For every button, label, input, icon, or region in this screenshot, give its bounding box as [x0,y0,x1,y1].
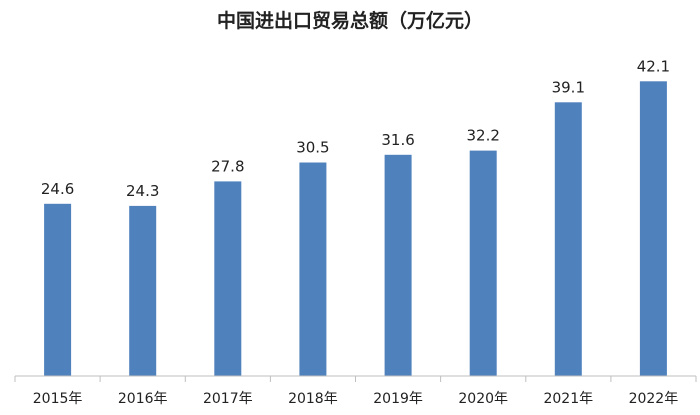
x-tick-label-5: 2019年 [373,391,423,407]
data-label-2: 24.3 [126,182,159,200]
chart-title: 中国进出口贸易总额（万亿元） [216,10,483,32]
bar-5 [384,154,412,376]
data-label-7: 39.1 [552,78,585,96]
bar-3 [214,181,242,376]
bar-6 [469,150,497,376]
data-label-1: 24.6 [41,180,74,198]
x-tick-label-8: 2022年 [629,391,679,407]
data-label-3: 27.8 [211,157,244,175]
x-tick-label-2: 2016年 [118,391,168,407]
x-tick-label-1: 2015年 [33,391,83,407]
x-tick-label-3: 2017年 [203,391,253,407]
bar-4 [299,162,327,376]
data-label-6: 32.2 [466,127,499,145]
x-tick-label-6: 2020年 [458,391,508,407]
x-tick-label-4: 2018年 [288,391,338,407]
data-label-8: 42.1 [637,57,670,75]
bar-2 [129,205,157,376]
bar-7 [554,102,582,377]
bar-1 [44,203,72,376]
x-tick-label-7: 2021年 [543,391,593,407]
data-label-5: 31.6 [381,131,414,149]
bar-8 [639,81,667,377]
data-label-4: 30.5 [296,139,329,157]
